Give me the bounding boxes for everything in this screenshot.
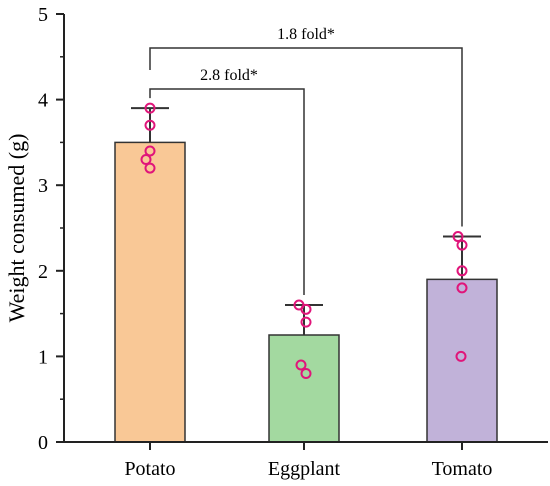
significance-label: 2.8 fold*	[200, 67, 258, 84]
data-points-layer	[140, 102, 468, 380]
data-point-eggplant	[300, 368, 312, 380]
significance-bracket	[149, 88, 305, 296]
significance-label: 1.8 fold*	[277, 26, 335, 43]
data-point-eggplant	[300, 316, 312, 328]
y-tick-label: 3	[38, 175, 48, 197]
axes-layer: 0 1 2 3 4 5 Potato Eggplant Tomato Weight consume…	[4, 4, 548, 480]
bar-potato	[114, 141, 186, 443]
y-axis-title: Weight consumed (g)	[4, 134, 29, 323]
bars-layer	[114, 141, 498, 443]
data-point-potato	[144, 102, 156, 114]
x-tick-label: Eggplant	[268, 458, 341, 480]
data-point-tomato	[456, 282, 468, 294]
significance-bracket	[149, 47, 463, 227]
data-point-potato	[140, 154, 152, 166]
data-point-tomato	[452, 231, 464, 243]
annotations-layer: 2.8 fold* 1.8 fold*	[149, 26, 463, 296]
data-point-potato	[144, 145, 156, 157]
y-tick-label: 1	[38, 346, 48, 368]
bar-eggplant	[268, 334, 340, 443]
data-point-eggplant	[295, 359, 307, 371]
data-point-eggplant	[300, 303, 312, 315]
data-point-potato	[144, 119, 156, 131]
y-tick-label: 2	[38, 261, 48, 283]
y-tick-label: 0	[38, 432, 48, 454]
data-point-tomato	[455, 350, 467, 362]
x-tick-label: Tomato	[432, 458, 493, 480]
y-tick-label: 4	[38, 90, 48, 112]
data-point-tomato	[456, 265, 468, 277]
data-point-tomato	[456, 239, 468, 251]
x-tick-label: Potato	[124, 458, 175, 480]
y-tick-label: 5	[38, 4, 48, 26]
data-point-potato	[144, 162, 156, 174]
